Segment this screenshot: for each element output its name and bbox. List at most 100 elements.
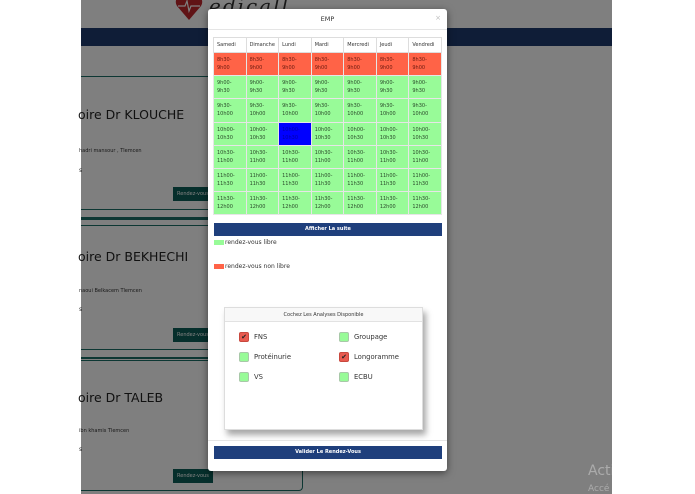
close-icon[interactable]: × — [435, 14, 441, 22]
analysis-checkbox-ecbu[interactable]: ECBU — [339, 372, 373, 382]
checkbox-unchecked-icon[interactable] — [339, 372, 349, 382]
time-slot-free[interactable]: 10h00- 10h30 — [310, 121, 345, 146]
time-slot-free[interactable]: 11h00- 11h30 — [245, 167, 280, 193]
time-slot-selected[interactable]: 10h00- 10h30 — [278, 121, 312, 146]
time-slot-busy[interactable]: 8h30- 9h00 — [375, 51, 410, 77]
time-slot-free[interactable]: 11h00- 11h30 — [343, 167, 377, 193]
time-slot-free[interactable]: 11h30- 12h00 — [310, 191, 345, 216]
slot-end: 9h30 — [249, 88, 263, 95]
slot-end: 11h30 — [412, 181, 429, 188]
analysis-label: FNS — [254, 333, 268, 341]
slot-end: 11h00 — [217, 157, 233, 164]
slot-start: 11h30- — [412, 196, 431, 203]
slot-start: 8h30- — [379, 57, 395, 64]
time-slot-free[interactable]: 10h00- 10h30 — [213, 121, 247, 146]
time-slot-free[interactable]: 11h00- 11h30 — [213, 167, 247, 193]
slot-end: 9h00 — [347, 65, 360, 72]
analysis-checkbox-groupage[interactable]: Groupage — [339, 332, 387, 342]
slot-end: 10h30 — [249, 134, 266, 141]
time-slot-free[interactable]: 10h30- 11h00 — [245, 144, 280, 169]
time-slot-busy[interactable]: 8h30- 9h00 — [245, 51, 280, 77]
time-slot-free[interactable]: 10h00- 10h30 — [375, 121, 410, 146]
time-slot-free[interactable]: 9h00- 9h30 — [278, 75, 312, 100]
time-slot-free[interactable]: 11h00- 11h30 — [278, 167, 312, 193]
slot-end: 10h00 — [314, 111, 331, 118]
slot-start: 10h30- — [282, 149, 300, 156]
checkbox-unchecked-icon[interactable] — [239, 352, 249, 362]
time-slot-free[interactable]: 11h30- 12h00 — [408, 191, 442, 216]
checkbox-unchecked-icon[interactable] — [239, 372, 249, 382]
slot-start: 11h00- — [249, 173, 268, 180]
time-slot-free[interactable]: 9h30- 10h00 — [278, 98, 312, 123]
time-slot-free[interactable]: 9h30- 10h00 — [245, 98, 280, 123]
time-slot-free[interactable]: 9h00- 9h30 — [245, 75, 280, 100]
time-slot-free[interactable]: 11h30- 12h00 — [245, 191, 280, 216]
time-slot-free[interactable]: 9h00- 9h30 — [375, 75, 410, 100]
slot-end: 10h30 — [347, 134, 364, 141]
analysis-checkbox-longoramme[interactable]: ✔ Longoramme — [339, 352, 399, 362]
time-slot-free[interactable]: 11h00- 11h30 — [408, 167, 442, 193]
slot-end: 11h30 — [379, 181, 396, 188]
slot-end: 10h00 — [249, 111, 266, 118]
time-slot-free[interactable]: 10h30- 11h00 — [278, 144, 312, 169]
time-slot-busy[interactable]: 8h30- 9h00 — [343, 51, 377, 77]
time-slot-free[interactable]: 10h00- 10h30 — [343, 121, 377, 146]
time-slot-free[interactable]: 9h30- 10h00 — [343, 98, 377, 123]
time-slot-free[interactable]: 9h00- 9h30 — [213, 75, 247, 100]
slot-start: 9h30- — [314, 103, 330, 110]
slot-start: 11h30- — [347, 196, 365, 203]
slot-end: 12h00 — [379, 204, 396, 211]
time-slot-busy[interactable]: 8h30- 9h00 — [408, 51, 442, 77]
day-header-mercredi: Mercredi — [343, 37, 377, 53]
time-slot-free[interactable]: 10h30- 11h00 — [343, 144, 377, 169]
checkbox-checked-icon[interactable]: ✔ — [239, 332, 249, 342]
slot-start: 11h00- — [217, 173, 235, 180]
time-slot-free[interactable]: 9h30- 10h00 — [375, 98, 410, 123]
time-slot-busy[interactable]: 8h30- 9h00 — [310, 51, 345, 77]
time-slot-busy[interactable]: 8h30- 9h00 — [213, 51, 247, 77]
analysis-checkbox-proteinurie[interactable]: Protéinurie — [239, 352, 291, 362]
slot-start: 9h30- — [282, 103, 297, 110]
time-slot-free[interactable]: 9h30- 10h00 — [408, 98, 442, 123]
time-slot-free[interactable]: 10h30- 11h00 — [213, 144, 247, 169]
schedule-header-row: Samedi Dimanche Lundi Mardi Mercredi Jeudi Ven… — [213, 37, 442, 53]
slot-start: 11h00- — [379, 173, 398, 180]
time-slot-free[interactable]: 9h00- 9h30 — [343, 75, 377, 100]
time-slot-free[interactable]: 11h00- 11h30 — [375, 167, 410, 193]
slot-start: 11h30- — [217, 196, 235, 203]
time-slot-free[interactable]: 9h00- 9h30 — [408, 75, 442, 100]
lab-info: s — [79, 446, 82, 453]
slot-end: 10h30 — [314, 134, 331, 141]
time-slot-free[interactable]: 10h00- 10h30 — [408, 121, 442, 146]
analysis-checkbox-fns[interactable]: ✔ FNS — [239, 332, 267, 342]
slot-start: 10h00- — [379, 126, 398, 133]
slot-row: 9h00- 9h30 9h00- 9h30 9h00- 9h30 9h00- 9h30 9h00… — [213, 75, 442, 100]
checkbox-unchecked-icon[interactable] — [339, 332, 349, 342]
time-slot-free[interactable]: 9h00- 9h30 — [310, 75, 345, 100]
slot-end: 10h00 — [379, 111, 396, 118]
time-slot-busy[interactable]: 8h30- 9h00 — [278, 51, 312, 77]
slot-end: 11h00 — [347, 157, 364, 164]
slot-start: 11h30- — [379, 196, 398, 203]
show-more-button[interactable]: Afficher La suite — [214, 223, 442, 236]
time-slot-free[interactable]: 10h30- 11h00 — [408, 144, 442, 169]
lab-info: s — [79, 167, 82, 174]
time-slot-free[interactable]: 10h30- 11h00 — [375, 144, 410, 169]
slot-start: 10h00- — [347, 126, 365, 133]
time-slot-free[interactable]: 10h00- 10h30 — [245, 121, 280, 146]
analysis-checkbox-vs[interactable]: VS — [239, 372, 263, 382]
validate-appointment-button[interactable]: Valider Le Rendez-Vous — [214, 446, 442, 459]
slot-start: 9h00- — [314, 80, 330, 87]
time-slot-free[interactable]: 9h30- 10h00 — [213, 98, 247, 123]
day-header-mardi: Mardi — [310, 37, 345, 53]
time-slot-free[interactable]: 11h30- 12h00 — [278, 191, 312, 216]
time-slot-free[interactable]: 10h30- 11h00 — [310, 144, 345, 169]
time-slot-free[interactable]: 11h30- 12h00 — [343, 191, 377, 216]
time-slot-free[interactable]: 11h30- 12h00 — [375, 191, 410, 216]
modal-header: EMP × — [208, 9, 447, 30]
day-header-samedi: Samedi — [213, 37, 247, 53]
time-slot-free[interactable]: 11h30- 12h00 — [213, 191, 247, 216]
time-slot-free[interactable]: 11h00- 11h30 — [310, 167, 345, 193]
time-slot-free[interactable]: 9h30- 10h00 — [310, 98, 345, 123]
checkbox-checked-icon[interactable]: ✔ — [339, 352, 349, 362]
